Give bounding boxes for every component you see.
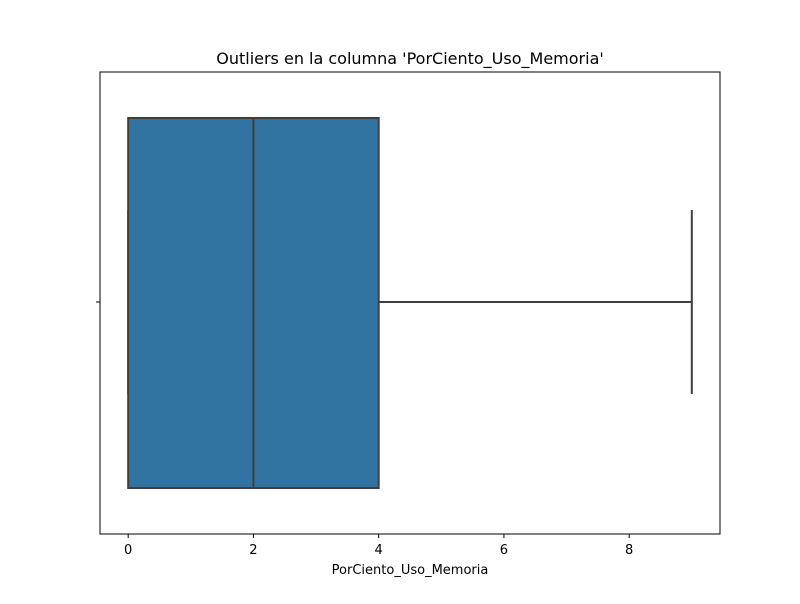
x-tick-label: 8 (625, 543, 633, 558)
x-tick-label: 2 (249, 543, 257, 558)
axes-frame (99, 71, 721, 535)
x-axis-ticks: 0 2 4 6 8 (124, 534, 633, 558)
x-axis-label: PorCiento_Uso_Memoria (332, 563, 489, 578)
chart-title: Outliers en la columna 'PorCiento_Uso_Me… (216, 49, 604, 69)
x-tick-label: 4 (375, 543, 383, 558)
x-tick-label: 6 (500, 543, 508, 558)
plot-area (127, 117, 693, 489)
x-tick-label: 0 (124, 543, 132, 558)
